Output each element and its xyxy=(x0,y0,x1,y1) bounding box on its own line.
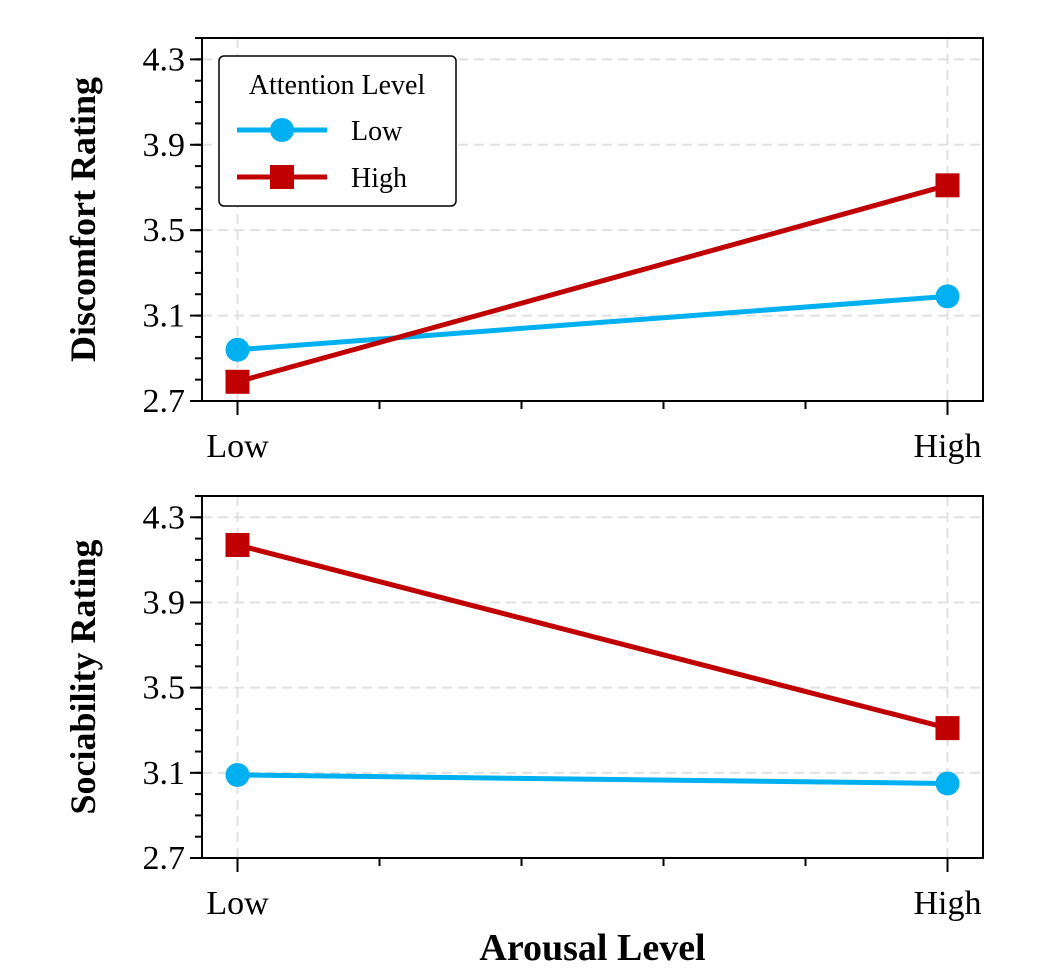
legend: Attention Level Low High xyxy=(218,55,457,207)
panel-1: 2.7 3.1 3.5 3.9 4.3 Low High Discomfort Rating A… xyxy=(63,37,984,465)
legend-label: Low xyxy=(351,116,403,147)
series-line xyxy=(236,182,949,385)
y-tick-label: 3.5 xyxy=(143,670,186,707)
series-line xyxy=(236,542,949,731)
y-tick-label: 4.3 xyxy=(143,41,186,78)
y-tick-label: 3.9 xyxy=(143,127,186,164)
data-point xyxy=(935,771,960,796)
axes-frame xyxy=(201,495,984,859)
x-tick-label: Low xyxy=(206,428,269,465)
y-tick-label: 3.1 xyxy=(143,298,186,335)
y-tick-label: 2.7 xyxy=(143,840,186,877)
series-low xyxy=(225,284,960,362)
series-high xyxy=(225,173,960,394)
y-tick-label: 3.1 xyxy=(143,755,186,792)
y-tick-label: 3.5 xyxy=(143,212,186,249)
series-low xyxy=(225,762,960,796)
y-tick-label: 3.9 xyxy=(143,584,186,621)
y-axis-label: Discomfort Rating xyxy=(63,77,103,362)
data-point xyxy=(225,337,250,362)
x-tick-label: Low xyxy=(206,885,269,922)
legend-marker xyxy=(270,165,294,189)
data-point xyxy=(225,532,250,557)
legend-marker xyxy=(270,118,294,142)
data-point xyxy=(935,173,960,198)
x-tick-label: High xyxy=(914,428,982,465)
axes-frame xyxy=(201,37,984,402)
x-tick-label: High xyxy=(914,885,982,922)
data-point xyxy=(225,762,250,787)
data-point xyxy=(935,284,960,309)
data-point xyxy=(935,716,960,741)
y-axis-label: Sociability Rating xyxy=(63,539,103,814)
y-tick-label: 2.7 xyxy=(143,383,186,420)
panel-2: 2.7 3.1 3.5 3.9 4.3 Low High Sociability Rating… xyxy=(63,495,984,969)
data-point xyxy=(225,369,250,394)
x-axis-label: Arousal Level xyxy=(479,927,705,969)
series-line xyxy=(237,772,948,786)
legend-label: High xyxy=(351,163,407,194)
series-line xyxy=(237,293,948,353)
y-tick-label: 4.3 xyxy=(143,499,186,536)
legend-title: Attention Level xyxy=(249,70,426,101)
series-high xyxy=(225,532,960,741)
